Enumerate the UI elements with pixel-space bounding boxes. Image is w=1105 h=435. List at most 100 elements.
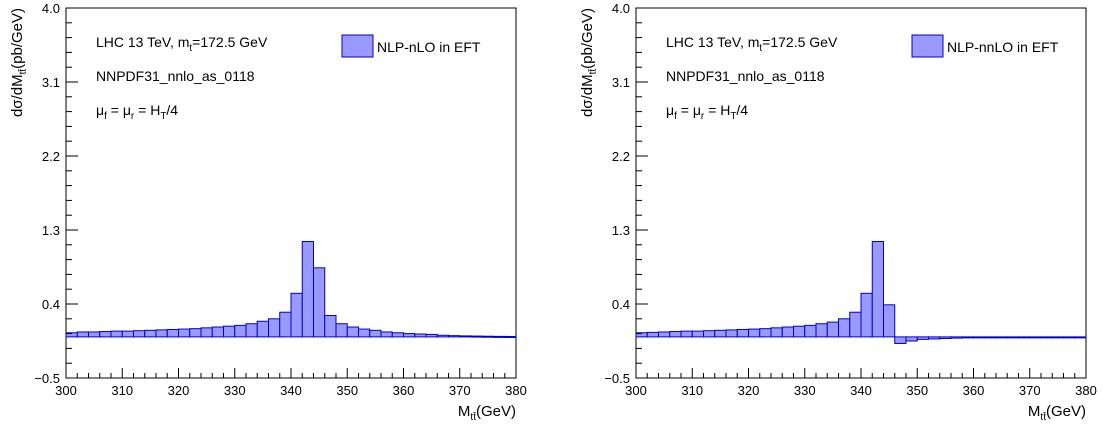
histogram-bar [178,328,191,338]
x-tick-label: 300 [625,383,647,398]
chart-panel-2: 300 310 320 330 340 350 360 370 380 −0.5 0.4 1.3 2.2… [579,1,1097,423]
x-tick-label: 310 [111,383,133,398]
histogram-bar [166,328,179,338]
y-tick-label: 1.3 [42,223,60,238]
x-tick-label: 330 [794,383,816,398]
histogram-bar [849,311,862,338]
annotation-line-3: μf = μr = HT/4 [96,102,178,122]
y-axis-label-main: dσ/dM [579,74,596,117]
histogram-bar [838,318,851,338]
histogram-bar [493,335,506,338]
histogram-bar [504,335,517,338]
histogram-bar [391,332,404,338]
histogram-bar [1051,336,1064,339]
x-axis-label: Mtt̄(GeV) [1028,403,1086,423]
annotation-line-1: LHC 13 TeV, mt=172.5 GeV [666,34,838,54]
y-tick-label: 0.4 [42,297,60,312]
histogram-bar [793,325,806,338]
y-tick-label: 3.1 [42,75,60,90]
histogram-bar [1040,336,1053,339]
histogram-bar [770,327,783,338]
histogram-bar [211,326,224,338]
ann3-s3: T [160,111,166,122]
ann1-sub: t [189,43,192,54]
histogram-bar [815,323,828,338]
histogram-bar [189,328,202,338]
histogram-bar [245,323,258,338]
histogram-bar [1029,336,1042,339]
y-axis-label-unit: (pb/GeV) [579,8,596,69]
histogram-bar [110,330,123,338]
histogram-bar [894,336,907,344]
y-axis-label: dσ/dMtt̄(pb/GeV) [579,8,599,117]
x-tick-label: 360 [963,383,985,398]
histogram-bar [369,329,382,338]
histogram-bar [1006,336,1019,339]
histogram-bar [984,336,997,339]
legend-swatch [341,34,374,58]
ann1-a: LHC 13 TeV, m [666,34,759,50]
histogram-bar [826,321,839,338]
histogram-bar [358,328,371,338]
histogram-bar [470,335,483,338]
histogram-bar [200,327,213,338]
x-tick-label: 340 [850,383,872,398]
histogram-bar [234,324,247,338]
histogram-bar [76,331,89,338]
histogram-bar [871,241,884,338]
histogram-bar [748,328,761,338]
histogram-bar [736,328,749,338]
histogram-bar [313,267,326,338]
histogram-bar [425,333,438,338]
histogram-bar [144,329,157,338]
x-tick-label: 350 [336,383,358,398]
ann3-b: = μ [677,102,701,118]
x-tick-label: 380 [505,383,527,398]
histogram-bar [301,241,314,338]
histogram-bar [860,292,873,338]
legend-label: NLP-nLO in EFT [377,39,481,55]
histogram-bar [950,336,963,339]
x-tick-label: 350 [906,383,928,398]
histogram-bar [939,336,952,340]
histogram-bar [335,323,348,338]
histogram-bar [928,336,941,340]
histogram-bar [658,331,671,338]
histogram-bar [88,331,101,338]
histogram-bar [448,335,461,338]
x-tick-label: 380 [1075,383,1097,398]
histogram-bars [65,241,517,338]
histogram-bars [635,241,1087,344]
histogram-bar [99,331,112,338]
x-tick-label: 360 [393,383,415,398]
x-tick-label: 340 [280,383,302,398]
histogram-bar [133,330,146,338]
histogram-bar [725,329,738,338]
histogram-bar [346,326,359,338]
x-tick-label: 300 [55,383,77,398]
ann3-s3: T [730,111,736,122]
x-axis-label-sub: tt̄ [470,411,476,423]
histogram-bar [324,315,337,338]
histogram-bar [481,335,494,338]
histogram-bar [436,334,449,338]
ann3-s2: r [701,111,705,122]
histogram-bar [781,326,794,338]
histogram-bar [121,330,134,338]
histogram-bar [759,328,772,338]
ann3-s1: f [674,111,677,122]
histogram-bar [279,311,292,338]
x-tick-label: 370 [449,383,471,398]
ann1-sub: t [759,43,762,54]
histogram-bar [995,336,1008,339]
histogram-bar [691,330,704,338]
annotation-line-2: NNPDF31_nnlo_as_0118 [666,68,825,84]
annotation-line-3: μf = μr = HT/4 [666,102,748,122]
histogram-bar [961,336,974,339]
x-tick-label: 370 [1019,383,1041,398]
ann3-d: /4 [166,102,178,118]
legend-swatch [911,34,944,58]
ann1-a: LHC 13 TeV, m [96,34,189,50]
y-axis-label-unit: (pb/GeV) [9,8,26,69]
